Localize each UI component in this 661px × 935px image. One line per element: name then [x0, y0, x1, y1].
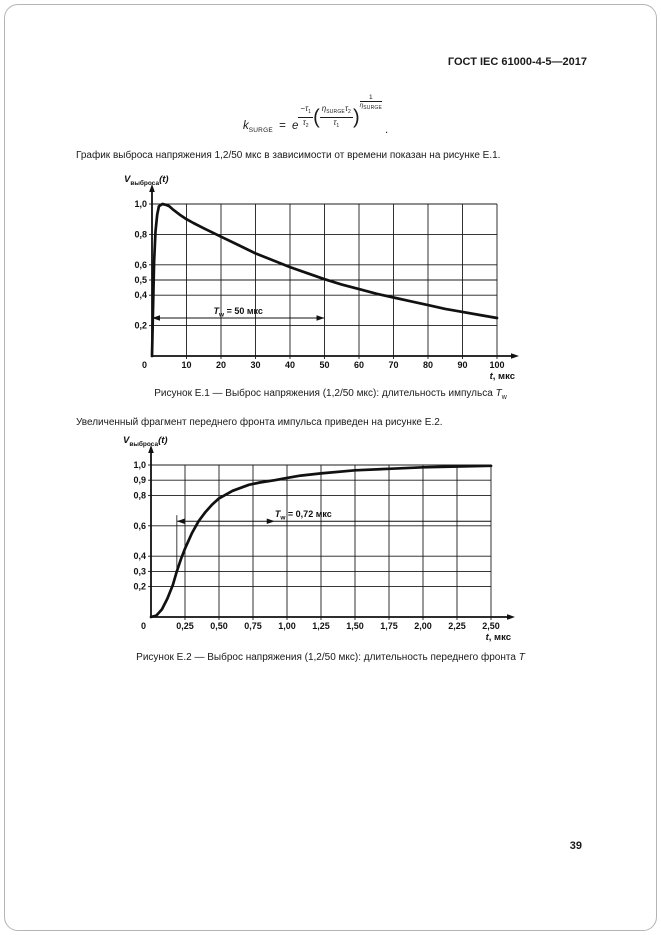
formula-period: .: [385, 124, 389, 136]
page-header: ГОСТ IEC 61000-4-5—2017: [447, 56, 587, 68]
y-tick-label: 0,6: [133, 521, 146, 531]
caption-e2-text: Рисунок Е.2 — Выброс напряжения (1,2/50 …: [136, 652, 519, 663]
x-tick-label: 0,50: [210, 621, 228, 631]
formula-k: k: [243, 120, 249, 132]
x-tick-label: 50: [319, 360, 329, 370]
caption-e1-symbol: T: [495, 388, 502, 399]
x-tick-label: 60: [354, 360, 364, 370]
y-tick-label: 0,4: [133, 551, 146, 561]
y-tick-label: 0,6: [134, 260, 147, 270]
y-axis-arrow-icon: [148, 445, 154, 453]
y-tick-label: 0,2: [134, 321, 147, 331]
chart-figure-e2: 0 0,25 0,50 0,75 1,00 1,25 1,50 1,75 2,00 2,25 2,5…: [123, 435, 515, 643]
x-tick-label: 30: [250, 360, 260, 370]
formula-inner-fraction: ηSURGEτ2 τ1: [319, 104, 353, 130]
x-axis-arrow-icon: [507, 614, 515, 620]
x-tick-label: 20: [216, 360, 226, 370]
close-paren: ): [352, 106, 360, 129]
annotation-label: Tw = 50 мкс: [214, 306, 263, 319]
x-tick-label: 80: [423, 360, 433, 370]
formula-equals: =: [279, 120, 286, 132]
x-tick-label: 2,25: [448, 621, 466, 631]
paragraph-fig-e2-intro: Увеличенный фрагмент переднего фронта им…: [76, 417, 443, 428]
y-tick-label: 1,0: [133, 460, 146, 470]
formula-exponent: −τ1 τ2(ηSURGEτ2 τ1) 1 ηSURGE: [298, 94, 383, 131]
origin-label: 0: [141, 621, 146, 631]
y-axis-label: Vвыброса(t): [124, 174, 169, 187]
y-tick-label: 1,0: [134, 199, 147, 209]
x-tick-label: 1,00: [278, 621, 296, 631]
caption-e1-text: Рисунок Е.1 — Выброс напряжения (1,2/50 …: [154, 388, 496, 399]
formula-exp-fraction: −τ1 τ2: [298, 104, 314, 130]
caption-e1-subscript: w: [501, 394, 507, 401]
page-number: 39: [569, 840, 582, 852]
caption-e2-symbol: T: [518, 652, 525, 663]
x-tick-label: 90: [457, 360, 467, 370]
y-tick-label: 0,5: [134, 275, 147, 285]
x-axis-label: t, мкс: [486, 632, 511, 643]
x-tick-label: 70: [388, 360, 398, 370]
origin-label: 0: [142, 360, 147, 370]
caption-figure-e1: Рисунок Е.1 — Выброс напряжения (1,2/50 …: [0, 388, 661, 401]
x-tick-label: 2,00: [414, 621, 432, 631]
x-axis-arrow-icon: [511, 353, 519, 359]
annotation-label: Tw = 0,72 мкс: [275, 509, 332, 522]
x-tick-label: 40: [285, 360, 295, 370]
y-tick-label: 0,2: [133, 582, 146, 592]
paragraph-fig-e1-intro: График выброса напряжения 1,2/50 мкс в з…: [76, 150, 501, 161]
x-tick-label: 1,25: [312, 621, 330, 631]
caption-figure-e2: Рисунок Е.2 — Выброс напряжения (1,2/50 …: [0, 652, 661, 663]
formula-k-surge: kSURGE = e −τ1 τ2(ηSURGEτ2 τ1) 1 ηSURGE.: [243, 94, 388, 136]
x-tick-label: 1,50: [346, 621, 364, 631]
x-tick-label: 2,50: [482, 621, 500, 631]
x-tick-label: 0,25: [176, 621, 194, 631]
surge-curve: [150, 202, 499, 358]
formula-e: e: [292, 120, 299, 132]
x-tick-label: 0,75: [244, 621, 262, 631]
y-tick-label: 0,4: [134, 290, 147, 300]
open-paren: (: [313, 106, 320, 129]
y-tick-label: 0,3: [133, 566, 146, 576]
y-tick-label: 0,9: [133, 475, 146, 485]
formula-power: 1 ηSURGE: [359, 94, 383, 111]
surge-curve: [149, 464, 493, 619]
x-axis-label: t, мкс: [490, 371, 515, 382]
x-tick-label: 100: [489, 360, 504, 370]
formula-k-sub: SURGE: [248, 127, 273, 134]
y-axis-label: Vвыброса(t): [123, 435, 168, 448]
y-tick-label: 0,8: [134, 229, 147, 239]
y-tick-label: 0,8: [133, 490, 146, 500]
y-axis-arrow-icon: [149, 184, 155, 192]
x-tick-label: 1,75: [380, 621, 398, 631]
x-tick-label: 10: [181, 360, 191, 370]
chart-figure-e1: 0 10 20 30 40 50 60 70 80 90 100 1,0 0,8 0,6 0,5 0,4 0,2…: [124, 174, 519, 382]
